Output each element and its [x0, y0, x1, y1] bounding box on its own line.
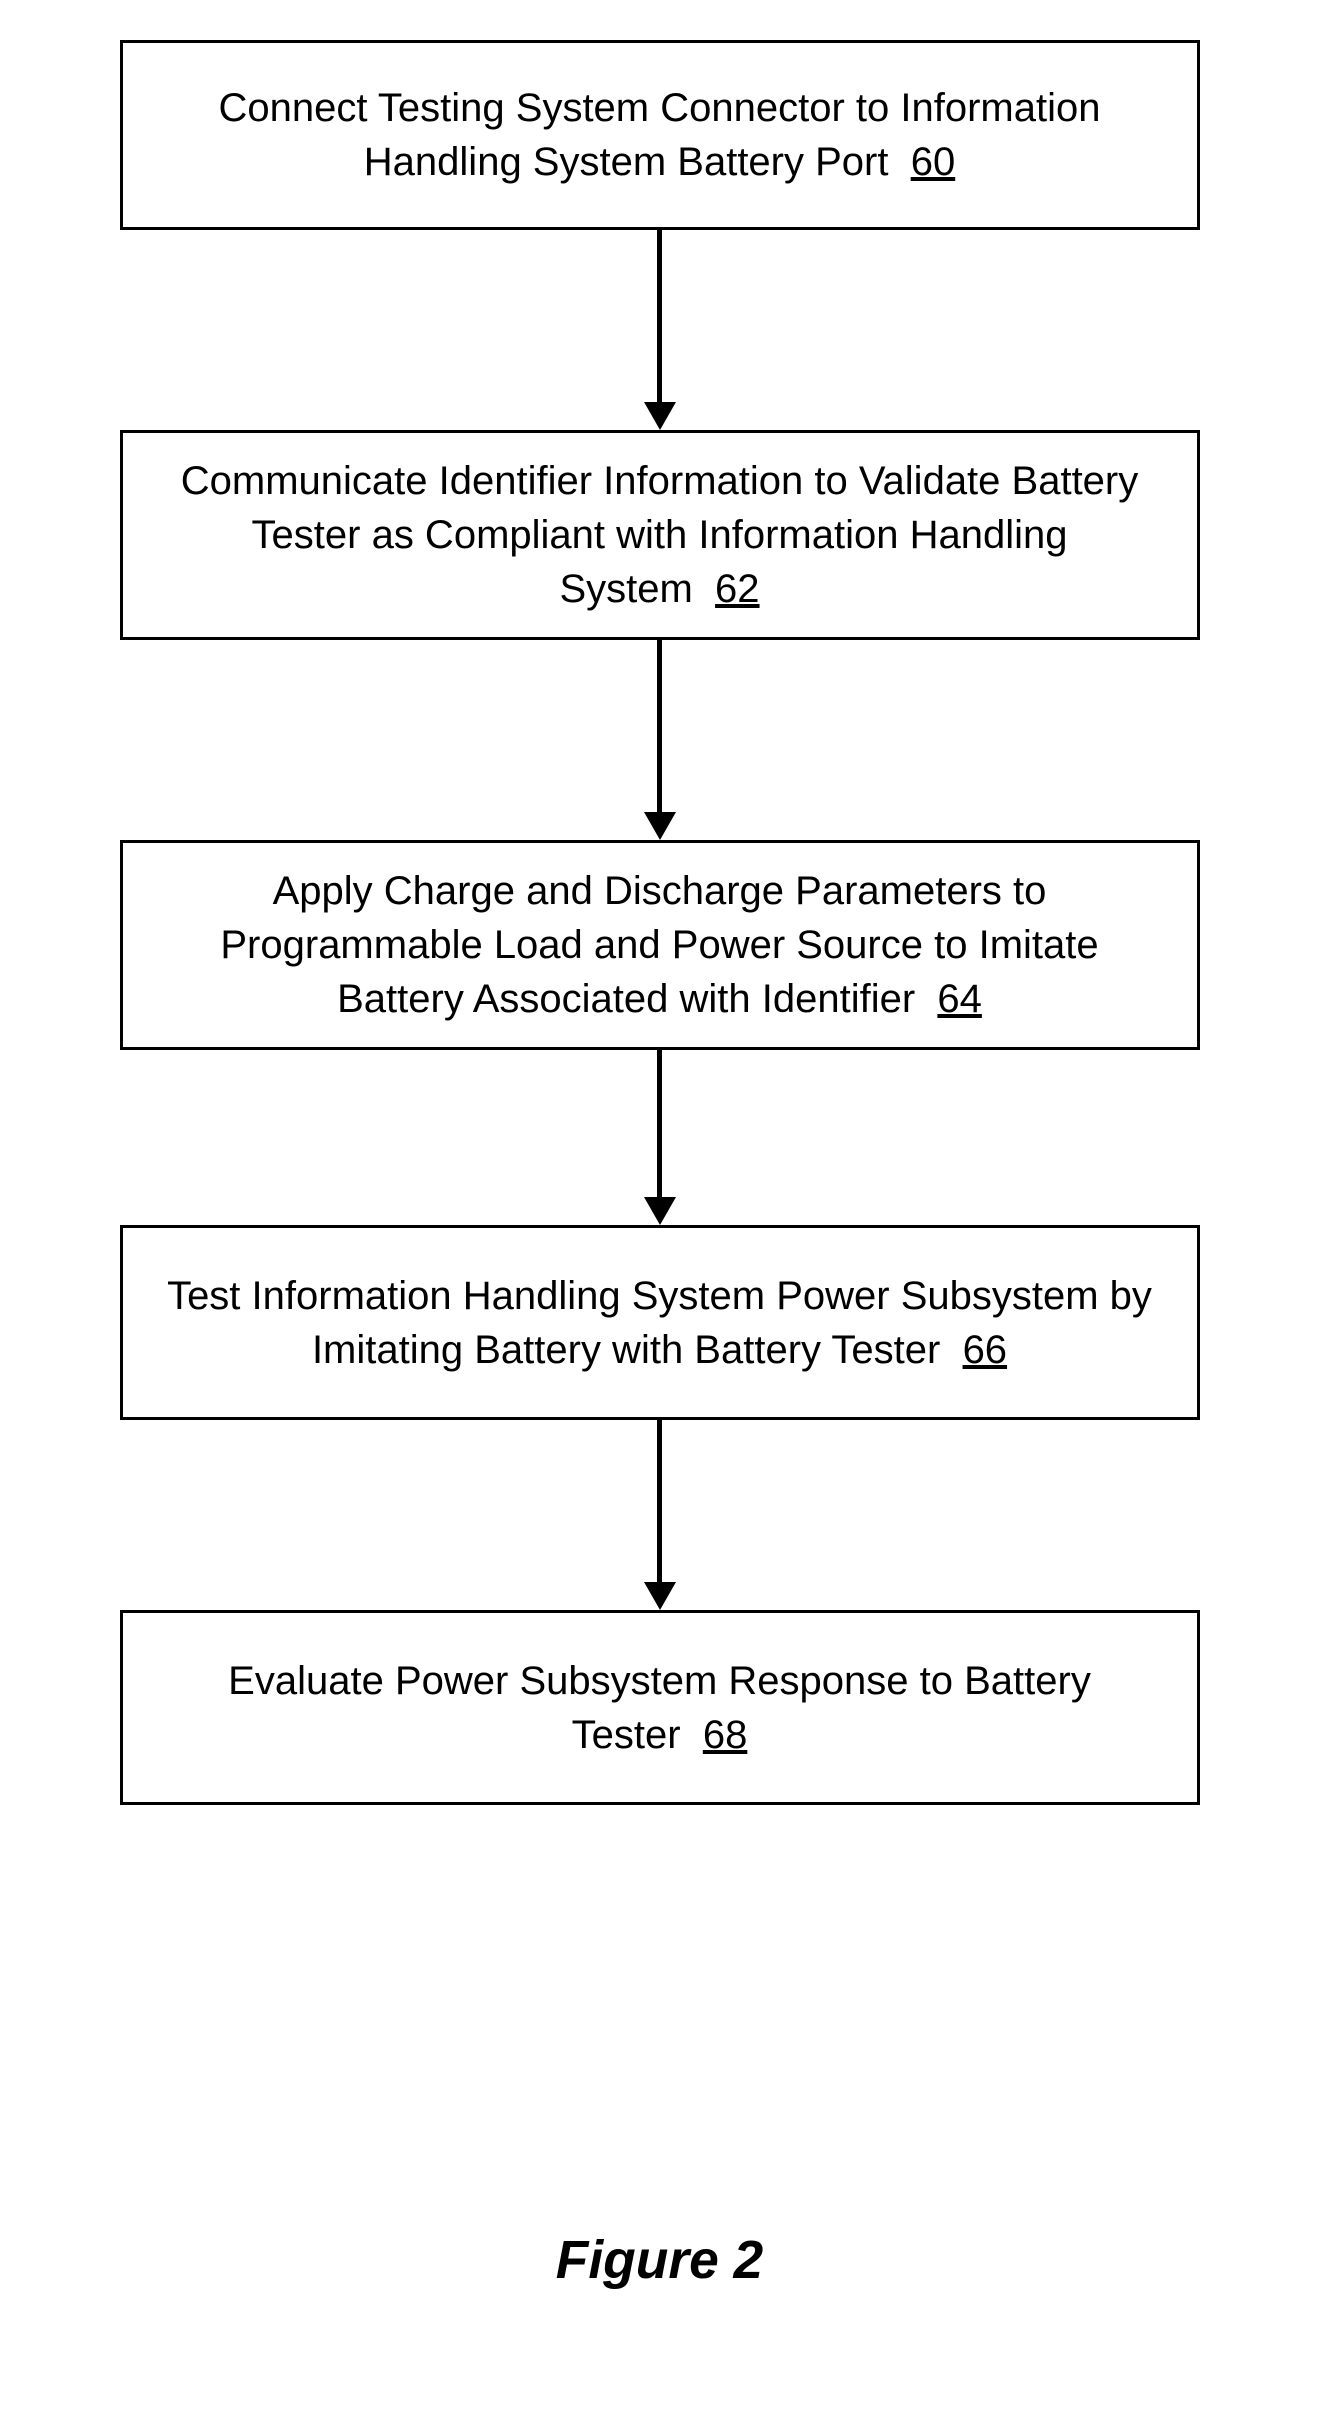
flow-step-box: Test Information Handling System Power S… — [120, 1225, 1200, 1420]
flow-step-text: Connect Testing System Connector to Info… — [153, 81, 1167, 189]
flow-arrow — [644, 1050, 676, 1225]
figure-caption: Figure 2 — [0, 2230, 1319, 2291]
arrow-head-icon — [644, 812, 676, 840]
page: Connect Testing System Connector to Info… — [0, 0, 1319, 2417]
arrow-shaft — [657, 1050, 662, 1197]
flow-step-ref: 66 — [963, 1328, 1008, 1372]
arrow-head-icon — [644, 1582, 676, 1610]
flow-step-text: Communicate Identifier Information to Va… — [153, 454, 1167, 616]
flow-step-text: Test Information Handling System Power S… — [153, 1269, 1167, 1377]
arrow-shaft — [657, 230, 662, 402]
arrow-shaft — [657, 1420, 662, 1582]
arrow-head-icon — [644, 402, 676, 430]
flow-step-ref: 60 — [911, 140, 956, 184]
flow-step-ref: 62 — [715, 567, 760, 611]
flowchart: Connect Testing System Connector to Info… — [120, 40, 1200, 1805]
flow-step-box: Apply Charge and Discharge Parameters to… — [120, 840, 1200, 1050]
flow-step-text: Evaluate Power Subsystem Response to Bat… — [153, 1654, 1167, 1762]
flow-step-box: Connect Testing System Connector to Info… — [120, 40, 1200, 230]
flow-arrow — [644, 1420, 676, 1610]
flow-step-box: Communicate Identifier Information to Va… — [120, 430, 1200, 640]
flow-arrow — [644, 230, 676, 430]
arrow-head-icon — [644, 1197, 676, 1225]
flow-arrow — [644, 640, 676, 840]
arrow-shaft — [657, 640, 662, 812]
flow-step-ref: 64 — [937, 977, 982, 1021]
flow-step-text: Apply Charge and Discharge Parameters to… — [153, 864, 1167, 1026]
flow-step-ref: 68 — [703, 1713, 748, 1757]
flow-step-box: Evaluate Power Subsystem Response to Bat… — [120, 1610, 1200, 1805]
